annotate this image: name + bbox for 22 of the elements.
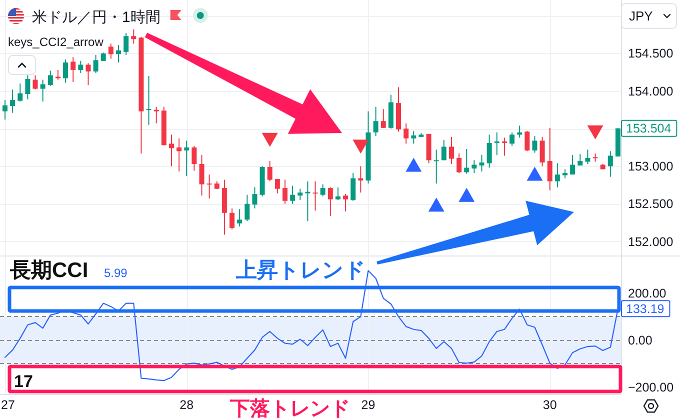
y-tick-label: −200.00 (628, 380, 674, 394)
y-tick-label: 153.000 (628, 160, 674, 174)
y-tick-label: 154.000 (628, 84, 674, 98)
text: 下落トレンド (229, 398, 350, 420)
x-tick-label: 28 (180, 398, 194, 412)
last-value-label: 153.504 (621, 120, 678, 137)
annotation: keys_CCI2_arrow (8, 35, 104, 49)
annotation: 長期CCI (9, 259, 88, 282)
y-tick-label: 154.500 (628, 46, 674, 61)
y-tick-label: 152.500 (628, 197, 674, 212)
x-tick-label: 30 (542, 398, 557, 412)
y-tick-label: 152.000 (628, 234, 674, 249)
x-tick-label: 29 (361, 398, 376, 412)
title: 米ドル／円・1時間 (32, 9, 160, 26)
annotation: 5.99 (104, 266, 128, 280)
text: JPY (629, 8, 654, 24)
y-tick-label: 200.00 (628, 286, 666, 300)
annotation: 上昇トレンド (235, 259, 366, 282)
annotation: 17 (14, 372, 33, 391)
x-tick-label: 27 (1, 398, 15, 412)
last-value-label: 133.19 (621, 300, 670, 318)
y-tick-label: 0.00 (628, 333, 652, 348)
